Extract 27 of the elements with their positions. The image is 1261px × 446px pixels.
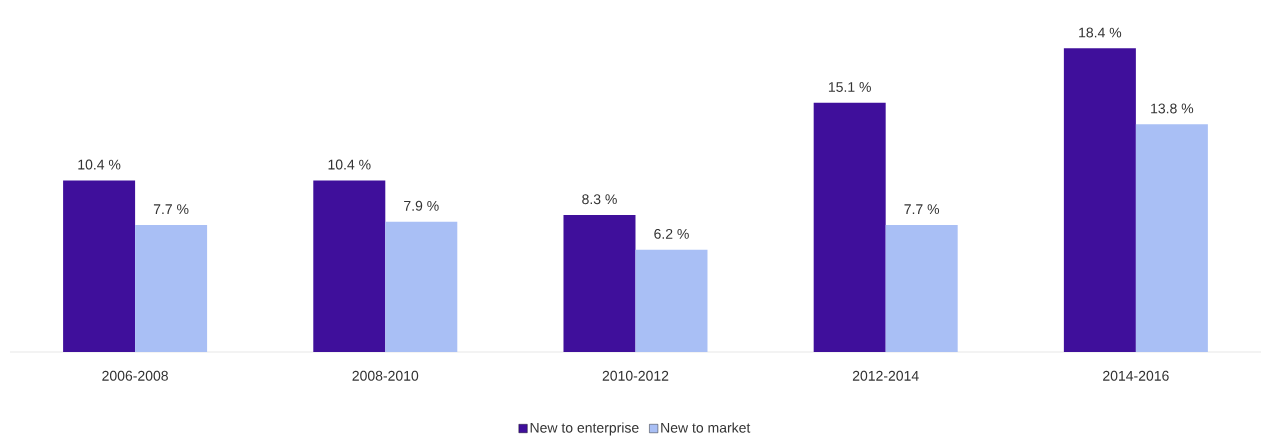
data-label: 7.7 % xyxy=(153,204,189,215)
bar xyxy=(813,102,886,352)
bar xyxy=(563,215,636,352)
bar xyxy=(1135,124,1208,352)
bar xyxy=(1063,48,1136,352)
x-tick-label: 2006-2008 xyxy=(102,370,168,381)
legend-label: New to enterprise xyxy=(530,422,639,436)
data-label: 10.4 % xyxy=(78,159,121,170)
data-label: 15.1 % xyxy=(828,82,871,92)
x-tick-label: 2010-2012 xyxy=(602,370,669,381)
x-tick-label: 2014-2016 xyxy=(1103,370,1169,381)
bar xyxy=(135,224,208,352)
data-label: 7.9 % xyxy=(404,200,439,211)
data-label: 6.2 % xyxy=(654,228,689,239)
bar xyxy=(385,221,458,352)
bar xyxy=(313,180,386,352)
bar xyxy=(885,224,958,352)
legend-label: New to market xyxy=(661,422,751,433)
data-label: 13.8 % xyxy=(1151,103,1194,114)
data-label: 7.7 % xyxy=(904,204,940,215)
data-label: 8.3 % xyxy=(582,194,617,205)
x-tick-label: 2008-2010 xyxy=(352,370,419,381)
data-label: 10.4 % xyxy=(328,159,371,170)
bar xyxy=(63,180,136,352)
data-label: 18.4 % xyxy=(1079,27,1122,38)
bar xyxy=(635,249,708,352)
x-tick-label: 2012-2014 xyxy=(852,370,919,381)
